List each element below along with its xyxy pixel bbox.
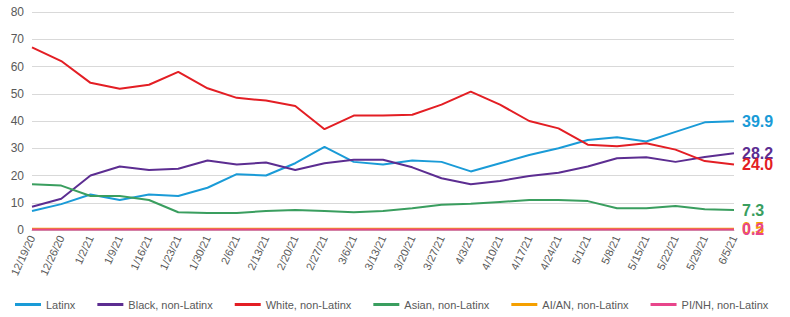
svg-text:12/26/20: 12/26/20 — [38, 233, 67, 277]
svg-text:24.0: 24.0 — [742, 156, 773, 173]
svg-text:2/27/21: 2/27/21 — [304, 233, 330, 271]
svg-text:30: 30 — [11, 141, 25, 155]
svg-text:3/20/21: 3/20/21 — [391, 233, 417, 271]
svg-text:50: 50 — [11, 87, 25, 101]
svg-text:4/3/21: 4/3/21 — [452, 233, 476, 266]
svg-text:4/17/21: 4/17/21 — [508, 233, 534, 271]
svg-text:Asian, non-Latinx: Asian, non-Latinx — [404, 299, 489, 311]
svg-text:1/16/21: 1/16/21 — [128, 233, 154, 271]
svg-text:0.2: 0.2 — [742, 221, 764, 238]
svg-text:AI/AN, non-Latinx: AI/AN, non-Latinx — [542, 299, 629, 311]
svg-text:20: 20 — [11, 169, 25, 183]
svg-text:2/6/21: 2/6/21 — [218, 233, 242, 266]
svg-text:0: 0 — [17, 223, 24, 237]
svg-text:3/27/21: 3/27/21 — [421, 233, 447, 271]
svg-text:3/6/21: 3/6/21 — [335, 233, 359, 266]
svg-text:White, non-Latinx: White, non-Latinx — [266, 299, 352, 311]
svg-text:2/13/21: 2/13/21 — [245, 233, 271, 271]
svg-text:6/5/21: 6/5/21 — [716, 233, 740, 266]
svg-text:12/19/20: 12/19/20 — [8, 233, 37, 277]
svg-text:5/15/21: 5/15/21 — [625, 233, 651, 271]
svg-text:1/23/21: 1/23/21 — [157, 233, 183, 271]
svg-text:4/10/21: 4/10/21 — [479, 233, 505, 271]
svg-text:60: 60 — [11, 60, 25, 74]
svg-text:4/24/21: 4/24/21 — [538, 233, 564, 271]
svg-text:70: 70 — [11, 32, 25, 46]
svg-text:1/9/21: 1/9/21 — [101, 233, 125, 266]
svg-text:28.2: 28.2 — [742, 144, 774, 162]
svg-text:80: 80 — [11, 5, 25, 19]
svg-text:40: 40 — [11, 114, 25, 128]
svg-text:5/22/21: 5/22/21 — [655, 233, 681, 271]
svg-text:39.9: 39.9 — [742, 113, 773, 130]
svg-text:0.5: 0.5 — [742, 220, 764, 237]
svg-text:1/2/21: 1/2/21 — [72, 233, 96, 266]
svg-text:5/8/21: 5/8/21 — [599, 233, 623, 266]
svg-text:7.3: 7.3 — [742, 202, 764, 219]
svg-text:1/30/21: 1/30/21 — [187, 233, 213, 271]
svg-text:10: 10 — [11, 196, 25, 210]
svg-text:5/29/21: 5/29/21 — [684, 233, 710, 271]
svg-text:Black, non-Latinx: Black, non-Latinx — [128, 299, 213, 311]
svg-text:Latinx: Latinx — [46, 299, 76, 311]
svg-text:5/1/21: 5/1/21 — [569, 233, 593, 266]
svg-text:3/13/21: 3/13/21 — [362, 233, 388, 271]
svg-text:PI/NH, non-Latinx: PI/NH, non-Latinx — [682, 299, 769, 311]
svg-text:2/20/21: 2/20/21 — [274, 233, 300, 271]
